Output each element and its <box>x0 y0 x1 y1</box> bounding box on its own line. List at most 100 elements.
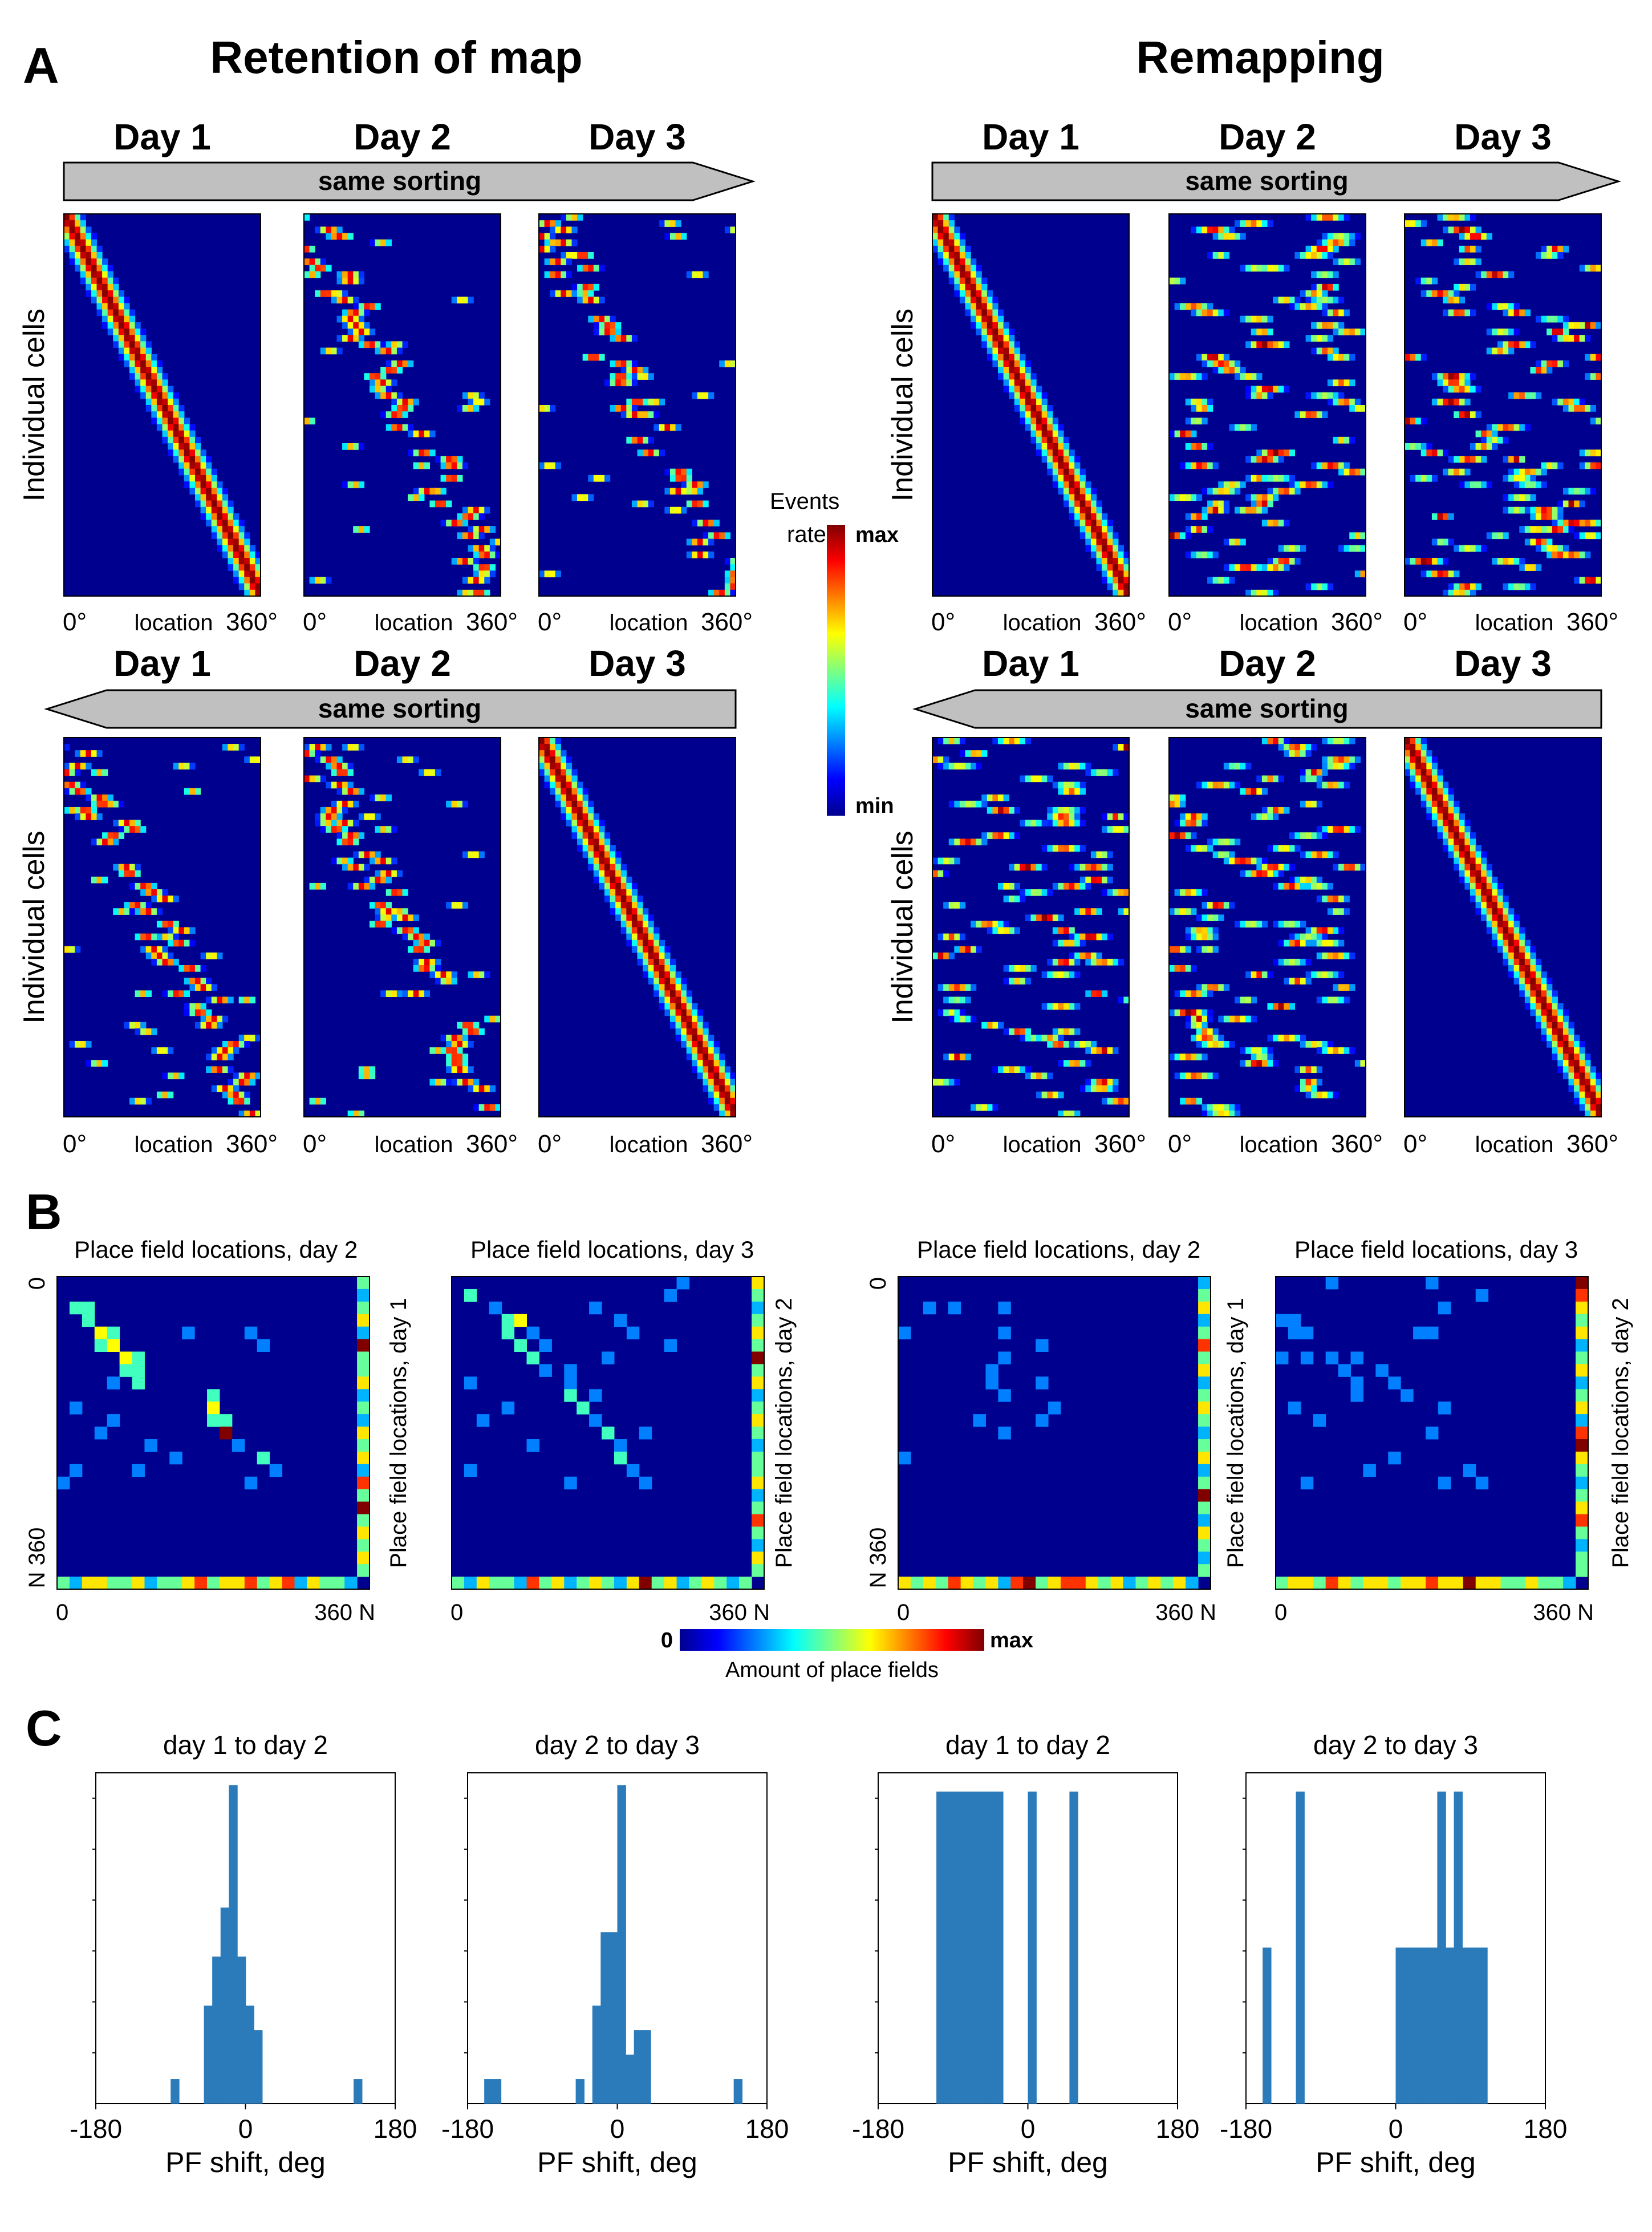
pf-map-4-marginal-right-cell <box>1576 1476 1589 1490</box>
pf-map-1-marginal-right-cell <box>357 1552 370 1565</box>
pf-map-2-marginal-bottom-cell <box>689 1577 702 1590</box>
pf-map-2-cell <box>626 1464 640 1477</box>
pf-colorbar-min: 0 <box>661 1629 673 1652</box>
pf-shift-hist-3-xtick: 0 <box>1021 2114 1036 2144</box>
pf-map-4-marginal-right-cell <box>1576 1289 1589 1302</box>
pf-shift-hist-2-bar <box>600 1932 610 2104</box>
pf-map-2-cell <box>626 1326 640 1340</box>
colorbar-title-events: Events <box>770 489 839 514</box>
pf-map-2-marginal-right-cell <box>752 1351 765 1364</box>
pf-map-1-cell <box>132 1351 145 1364</box>
retention-top-axis-right-3: 360° <box>701 608 753 636</box>
pf-map-3-marginal-right-cell <box>1198 1526 1211 1540</box>
pf-map-3-marginal-right-cell <box>1198 1552 1211 1565</box>
pf-map-3-marginal-bottom-cell <box>898 1577 911 1590</box>
pf-map-3-marginal-right-cell <box>1198 1339 1211 1352</box>
pf-map-4-marginal-right-cell <box>1576 1314 1589 1327</box>
retention-bottom-axis-left-3: 0° <box>538 1130 562 1158</box>
pf-map-3-marginal-bottom-cell <box>1123 1577 1136 1590</box>
pf-map-3-cell <box>898 1451 911 1465</box>
pf-map-3-cell <box>898 1326 911 1340</box>
retention-top-axis-right-1: 360° <box>226 608 278 636</box>
pf-map-3-marginal-bottom-cell <box>1135 1577 1148 1590</box>
pf-map-4-title: Place field locations, day 3 <box>1294 1236 1578 1263</box>
pf-map-3-marginal-right-cell <box>1198 1564 1211 1577</box>
pf-map-3-title: Place field locations, day 2 <box>917 1236 1200 1263</box>
pf-map-1-marginal-bottom-cell <box>157 1577 170 1590</box>
pf-map-4-marginal-bottom-cell <box>1450 1577 1464 1590</box>
pf-shift-hist-4-bar <box>1404 1947 1413 2104</box>
pf-map-1-cell <box>57 1476 70 1490</box>
pf-map-3-marginal-right-cell <box>1198 1314 1211 1327</box>
pf-shift-hist-2-xtick: 180 <box>745 2114 789 2144</box>
pf-map-2-cell <box>539 1339 552 1352</box>
pf-map-2-marginal-bottom-cell <box>577 1577 590 1590</box>
pf-map-1-cell <box>69 1301 83 1315</box>
pf-map-3-cell <box>998 1389 1011 1402</box>
pf-shift-hist-1-bar <box>254 2030 263 2104</box>
remapping-bottom-axis-mid-1: location <box>1003 1132 1082 1157</box>
pf-shift-hist-2-bar <box>642 2030 651 2104</box>
pf-shift-hist-4-bar <box>1263 1947 1272 2104</box>
pf-map-4-cell <box>1475 1476 1489 1490</box>
pf-map-1-marginal-right-cell <box>357 1464 370 1477</box>
remapping-top-heatmap-day-3 <box>1404 213 1602 597</box>
pf-map-1-marginal-right-cell <box>357 1351 370 1364</box>
pf-map-2-cell <box>577 1401 590 1415</box>
pf-map-3: Place field locations, day 20 360 N0N 360… <box>866 1236 1248 1625</box>
pf-map-2-marginal-bottom-cell <box>464 1577 477 1590</box>
retention-title: Retention of map <box>210 32 582 83</box>
retention-bottom-arrow-label: same sorting <box>318 694 481 723</box>
pf-map-4-marginal-bottom-cell <box>1413 1577 1426 1590</box>
pf-shift-hist-2: day 2 to day 3 -180 0 180 PF shift, deg <box>441 1730 789 2178</box>
retention-bottom-axis-right-2: 360° <box>466 1130 518 1158</box>
pf-map-3-marginal-bottom-cell <box>935 1577 949 1590</box>
remapping-bottom-heatmap-day-3 <box>1404 737 1602 1117</box>
pf-map-3-marginal-right-cell <box>1198 1476 1211 1490</box>
pf-map-3-marginal-bottom-cell <box>1023 1577 1036 1590</box>
pf-map-2-cell <box>501 1314 515 1327</box>
pf-map-2-marginal-bottom-cell <box>476 1577 490 1590</box>
retention-bottom-axis-mid-2: location <box>375 1132 453 1157</box>
pf-shift-hist-3-xtick: -180 <box>852 2114 904 2144</box>
pf-map-3-marginal-bottom-cell <box>1098 1577 1111 1590</box>
pf-map-1-marginal-bottom-cell <box>319 1577 332 1590</box>
pf-map-2-marginal-right-cell <box>752 1339 765 1352</box>
pf-map-3-marginal-right-cell <box>1198 1351 1211 1364</box>
pf-map-2-marginal-bottom-cell <box>452 1577 465 1590</box>
pf-map-4-cell <box>1325 1351 1339 1364</box>
pf-map-2-cell <box>539 1364 552 1377</box>
remapping-top-axis-right-2: 360° <box>1331 608 1383 636</box>
pf-map-1-marginal-right-cell <box>357 1401 370 1415</box>
remapping-top-axis-left-2: 0° <box>1168 608 1192 636</box>
pf-shift-hist-1-bar <box>354 2079 363 2104</box>
pf-map-3-marginal-bottom-cell <box>948 1577 961 1590</box>
pf-map-4-marginal-bottom-cell <box>1538 1577 1551 1590</box>
pf-map-4-cell <box>1388 1376 1401 1390</box>
pf-map-4-cell <box>1401 1389 1414 1402</box>
pf-map-1-cell <box>169 1451 182 1465</box>
pf-map-4-marginal-right-cell <box>1576 1552 1589 1565</box>
pf-shift-hist-2-bar <box>484 2079 493 2104</box>
pf-map-2-marginal-bottom-cell <box>501 1577 515 1590</box>
pf-map-4-cell <box>1288 1326 1301 1340</box>
pf-map-1-cell <box>257 1339 270 1352</box>
pf-map-4-marginal-bottom-cell <box>1488 1577 1501 1590</box>
pf-map-2-cell <box>564 1364 577 1377</box>
pf-map-1-cell <box>69 1401 83 1415</box>
pf-shift-hist-3-bar <box>1069 1791 1078 2104</box>
pf-map-1-y0: 0 <box>25 1277 50 1290</box>
pf-map-1-marginal-bottom-cell <box>307 1577 320 1590</box>
pf-map-2-cell <box>639 1427 652 1440</box>
retention-top-group: Day 1 Day 2 Day 3 same sorting 0° location 360… <box>18 116 756 636</box>
pf-map-2-cell <box>614 1439 627 1452</box>
pf-map-4-cell <box>1288 1401 1301 1415</box>
pf-map-4-cell <box>1350 1376 1363 1390</box>
pf-map-2-marginal-right-cell <box>752 1364 765 1377</box>
pf-map-4-marginal-right-cell <box>1576 1401 1589 1415</box>
pf-map-1-marginal-bottom-cell <box>107 1577 120 1590</box>
pf-map-2-marginal-bottom-cell <box>651 1577 665 1590</box>
pf-map-4-marginal-right-cell <box>1576 1501 1589 1514</box>
pf-map-4-marginal-right-cell <box>1576 1339 1589 1352</box>
retention-bottom-group: Day 1 Day 2 Day 3 same sorting 0° location 360… <box>18 643 753 1158</box>
